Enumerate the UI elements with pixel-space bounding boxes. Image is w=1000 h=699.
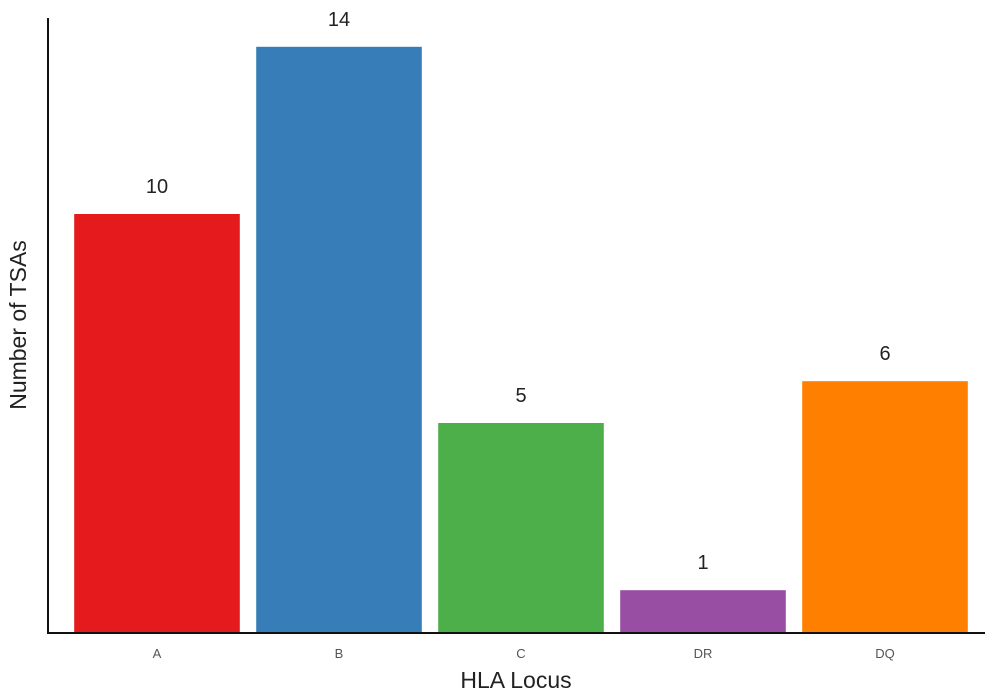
y-axis-title: Number of TSAs xyxy=(5,240,31,410)
x-tick-labels-group: A B C DR DQ xyxy=(153,646,895,661)
data-label-b: 14 xyxy=(328,9,350,31)
x-axis-title: HLA Locus xyxy=(460,667,571,693)
bar-c xyxy=(438,423,604,632)
bar-dr xyxy=(620,590,786,632)
x-tick-label-b: B xyxy=(335,646,344,661)
x-tick-label-dr: DR xyxy=(694,646,713,661)
bar-a xyxy=(74,214,240,632)
x-tick-label-a: A xyxy=(153,646,162,661)
data-label-dr: 1 xyxy=(697,552,708,574)
data-labels-group: 10 14 5 1 6 xyxy=(146,9,891,574)
bars-group xyxy=(74,46,968,633)
data-label-dq: 6 xyxy=(879,343,890,365)
data-label-c: 5 xyxy=(515,385,526,407)
bar-dq xyxy=(802,381,968,632)
bar-b xyxy=(256,46,422,633)
x-tick-label-dq: DQ xyxy=(875,646,895,661)
data-label-a: 10 xyxy=(146,176,168,198)
x-tick-label-c: C xyxy=(516,646,525,661)
